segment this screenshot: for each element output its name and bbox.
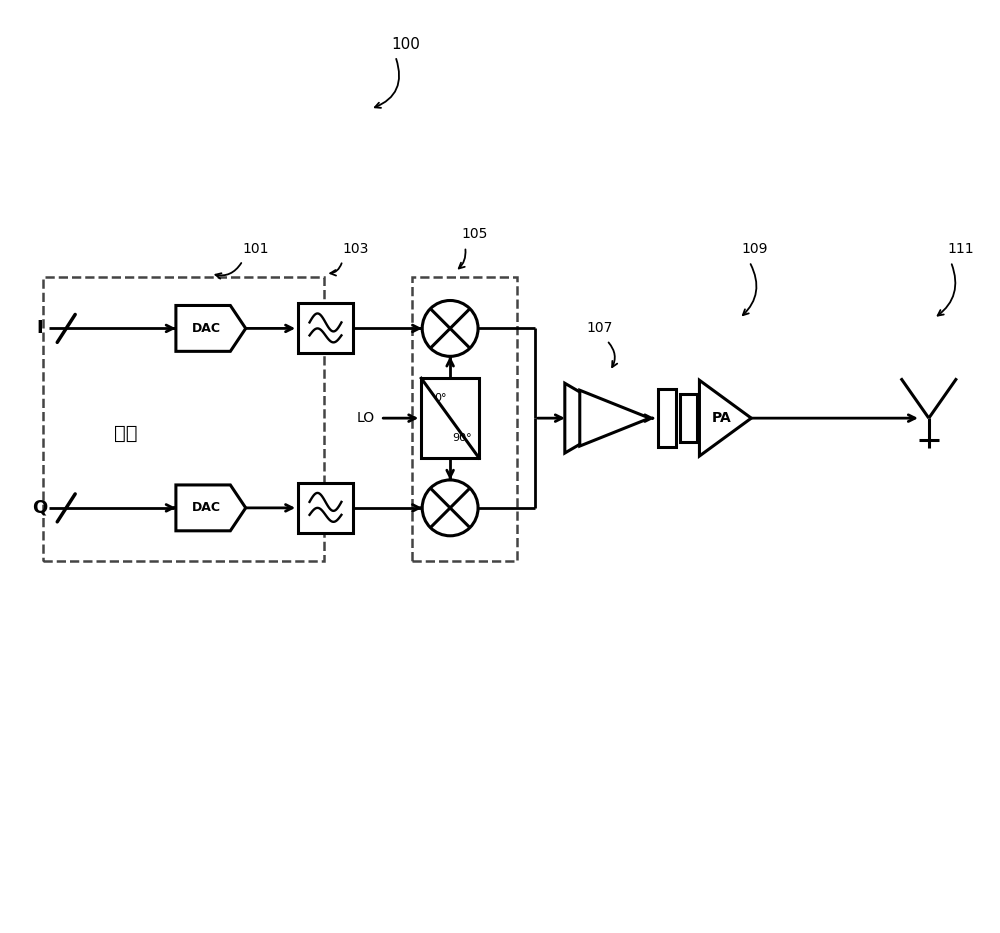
Bar [298,483,353,533]
Text: 105: 105 [462,227,488,241]
Polygon shape [176,305,246,352]
Polygon shape [176,485,246,531]
Bar [298,303,353,354]
Circle shape [422,480,478,536]
Text: 数字: 数字 [114,424,138,442]
Text: 90°: 90° [452,433,472,443]
Polygon shape [565,383,625,453]
Text: Q: Q [32,499,47,517]
Text: 103: 103 [342,242,369,256]
Text: 109: 109 [741,242,768,256]
Bar [43,276,324,561]
Text: 107: 107 [587,321,613,335]
Bar [658,389,676,447]
Text: LO: LO [356,411,374,425]
Text: DAC: DAC [192,501,221,514]
Polygon shape [580,390,650,446]
Text: 101: 101 [242,242,269,256]
Text: 0°: 0° [434,393,446,403]
Bar [421,378,479,458]
Circle shape [422,300,478,356]
Text: I: I [36,319,43,338]
Text: 111: 111 [947,242,974,256]
Bar [412,276,517,561]
Text: PA: PA [712,411,731,425]
Polygon shape [699,381,751,456]
Text: 100: 100 [391,36,420,51]
Bar [680,395,697,442]
Text: DAC: DAC [192,322,221,335]
